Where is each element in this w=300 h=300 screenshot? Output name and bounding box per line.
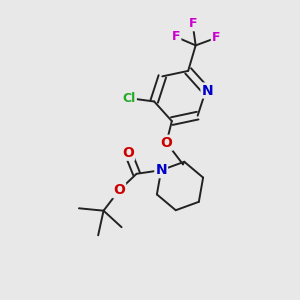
Text: N: N: [155, 163, 167, 177]
Text: F: F: [212, 32, 220, 44]
Text: Cl: Cl: [123, 92, 136, 105]
Text: O: O: [160, 136, 172, 150]
Text: F: F: [172, 31, 180, 44]
Text: O: O: [113, 183, 125, 197]
Text: N: N: [202, 83, 213, 98]
Text: O: O: [122, 146, 134, 160]
Text: F: F: [188, 17, 197, 30]
